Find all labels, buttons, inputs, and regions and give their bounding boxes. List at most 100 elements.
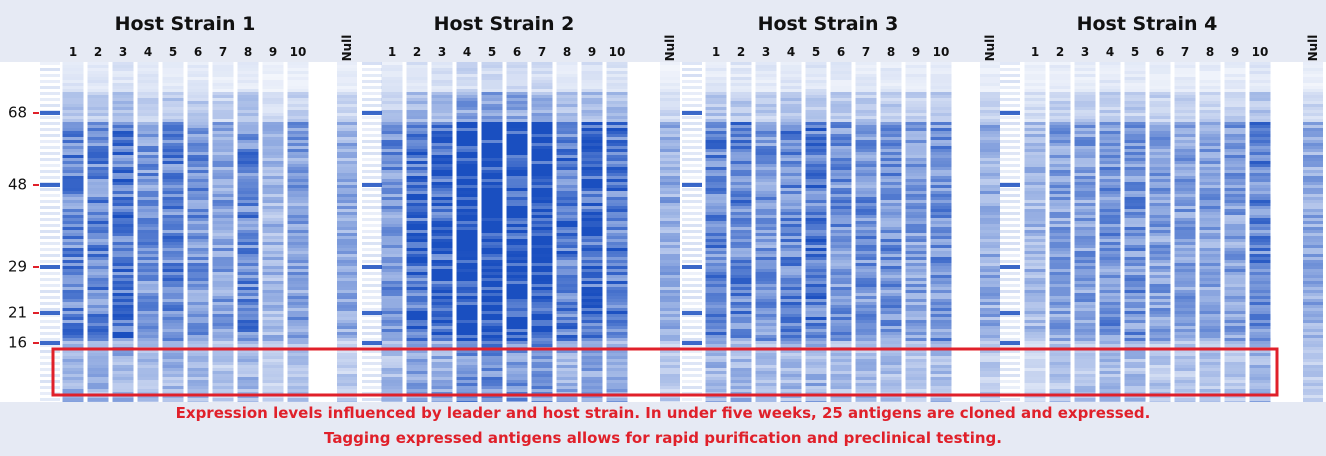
gel-band <box>1225 260 1246 263</box>
gel-band <box>1125 293 1146 296</box>
gel-band <box>881 284 902 287</box>
gel-band <box>1050 191 1071 194</box>
ladder-smear <box>682 86 702 89</box>
gel-band <box>213 314 234 317</box>
gel-band <box>138 269 159 272</box>
gel-band <box>288 197 309 200</box>
gel-band <box>731 311 752 314</box>
gel-band <box>1225 83 1246 86</box>
gel-band <box>213 155 234 158</box>
gel-band <box>756 83 777 86</box>
ladder-smear <box>682 374 702 377</box>
gel-band <box>1075 104 1096 107</box>
gel-band <box>557 260 578 263</box>
gel-band <box>856 302 877 305</box>
gel-band <box>1025 221 1046 224</box>
gel-band <box>906 383 927 386</box>
gel-band <box>756 296 777 299</box>
gel-band <box>507 176 528 179</box>
gel-band <box>831 137 852 140</box>
gel-band <box>607 98 628 101</box>
gel-band <box>1125 164 1146 167</box>
gel-band <box>1225 209 1246 212</box>
gel-band <box>756 275 777 278</box>
gel-band <box>213 83 234 86</box>
gel-band <box>856 353 877 356</box>
gel-band <box>856 203 877 206</box>
gel-band <box>1100 92 1121 95</box>
gel-band <box>1175 332 1196 335</box>
gel-band <box>660 233 680 236</box>
gel-band <box>457 281 478 284</box>
gel-band <box>557 116 578 119</box>
gel-band <box>980 197 1000 200</box>
gel-band <box>781 188 802 191</box>
gel-band <box>88 317 109 320</box>
gel-band <box>382 131 403 134</box>
gel-band <box>1075 206 1096 209</box>
gel-band <box>756 281 777 284</box>
gel-band <box>63 113 84 116</box>
gel-band <box>163 98 184 101</box>
gel-band <box>806 206 827 209</box>
gel-band <box>138 119 159 122</box>
gel-band <box>88 140 109 143</box>
gel-band <box>163 236 184 239</box>
ladder-smear <box>40 176 60 179</box>
gel-band <box>263 155 284 158</box>
gel-band <box>1100 188 1121 191</box>
gel-band <box>906 170 927 173</box>
gel-band <box>806 182 827 185</box>
gel-band <box>557 356 578 359</box>
gel-band <box>532 305 553 308</box>
gel-band <box>213 302 234 305</box>
gel-band <box>1225 215 1246 218</box>
gel-band <box>532 152 553 155</box>
gel-band <box>1225 143 1246 146</box>
gel-band <box>507 116 528 119</box>
gel-band <box>382 257 403 260</box>
gel-band <box>931 365 952 368</box>
gel-band <box>263 140 284 143</box>
gel-band <box>756 203 777 206</box>
gel-band <box>432 89 453 92</box>
gel-band <box>806 257 827 260</box>
gel-band <box>337 83 357 86</box>
gel-band <box>980 80 1000 83</box>
gel-band <box>706 263 727 266</box>
gel-band <box>382 74 403 77</box>
gel-band <box>1075 326 1096 329</box>
gel-band <box>407 164 428 167</box>
gel-band <box>756 299 777 302</box>
gel-band <box>507 263 528 266</box>
gel-band <box>432 356 453 359</box>
gel-band <box>660 284 680 287</box>
gel-band <box>1200 365 1221 368</box>
gel-band <box>881 257 902 260</box>
gel-band <box>532 128 553 131</box>
gel-band <box>337 329 357 332</box>
ladder-smear <box>362 200 382 203</box>
gel-band <box>557 314 578 317</box>
gel-band <box>1150 155 1171 158</box>
gel-band <box>806 149 827 152</box>
gel-band <box>1125 95 1146 98</box>
gel-band <box>931 125 952 128</box>
gel-band <box>831 98 852 101</box>
gel-band <box>660 194 680 197</box>
gel-band <box>582 380 603 383</box>
gel-band <box>337 254 357 257</box>
gel-band <box>980 299 1000 302</box>
gel-band <box>607 314 628 317</box>
gel-band <box>906 308 927 311</box>
gel-band <box>1125 107 1146 110</box>
ladder-smear <box>682 326 702 329</box>
gel-band <box>263 311 284 314</box>
gel-band <box>337 293 357 296</box>
ladder-smear <box>40 92 60 95</box>
gel-band <box>660 260 680 263</box>
gel-band <box>1200 269 1221 272</box>
gel-band <box>238 182 259 185</box>
ladder-smear <box>40 254 60 257</box>
gel-band <box>1025 86 1046 89</box>
